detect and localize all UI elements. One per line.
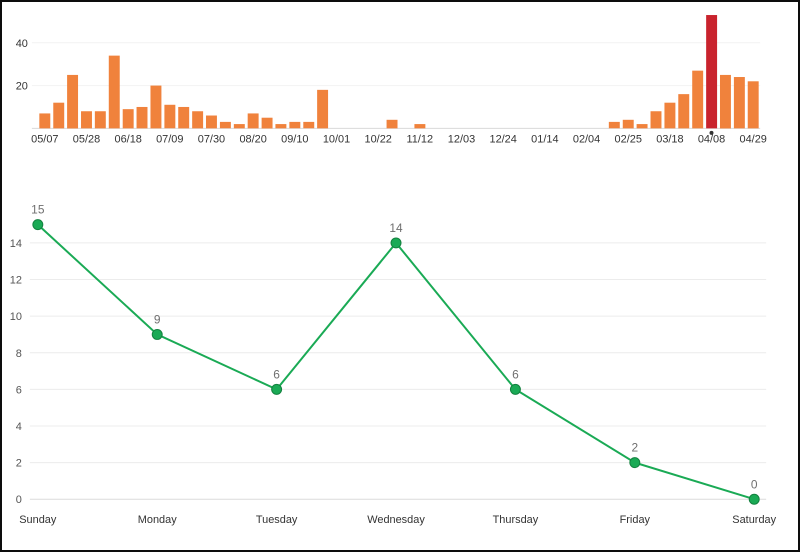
y-axis-tick-label: 12 xyxy=(10,275,22,287)
x-axis-tick-label: 12/24 xyxy=(489,133,516,145)
week-bar[interactable] xyxy=(192,111,204,129)
week-bar[interactable] xyxy=(275,124,287,129)
week-bar[interactable] xyxy=(608,121,620,129)
x-axis-tick-label: 01/14 xyxy=(531,133,558,145)
week-bar[interactable] xyxy=(414,124,426,129)
y-axis-tick-label: 14 xyxy=(10,238,22,250)
weekly-commits-bar-chart: 20 40 05/07 05/28 06/18 07/09 07/30 08/20 09/10 1… xyxy=(2,2,798,149)
week-bar[interactable] xyxy=(692,70,704,129)
week-bar[interactable] xyxy=(164,104,176,129)
x-axis-tick-label: 07/09 xyxy=(156,133,183,145)
week-bar[interactable] xyxy=(178,106,190,129)
x-axis-tick-label: 02/04 xyxy=(573,133,600,145)
data-point-thursday[interactable] xyxy=(509,384,521,396)
weekly-commits-bar-chart-canvas[interactable]: 20 40 05/07 05/28 06/18 07/09 07/30 08/20 09/10 1… xyxy=(2,2,798,149)
y-axis-tick-label: 10 xyxy=(10,311,22,323)
x-axis-tick-label: 07/30 xyxy=(198,133,225,145)
x-axis-tick-label: Sunday xyxy=(19,514,57,526)
week-bar[interactable] xyxy=(94,111,106,129)
x-axis-tick-label: Thursday xyxy=(493,514,539,526)
data-point-sunday[interactable] xyxy=(32,219,44,231)
x-axis-tick-label: Monday xyxy=(138,514,177,526)
data-point-saturday[interactable] xyxy=(748,494,760,505)
week-bar[interactable] xyxy=(53,102,65,129)
y-axis-tick-label: 20 xyxy=(16,81,28,93)
x-axis-tick-label: Friday xyxy=(620,514,651,526)
week-bar[interactable] xyxy=(622,119,634,129)
data-point-label: 2 xyxy=(631,441,638,455)
week-bar[interactable] xyxy=(233,124,245,129)
y-axis-tick-label: 0 xyxy=(16,494,22,506)
week-bar[interactable] xyxy=(81,111,92,129)
y-axis-tick-label: 4 xyxy=(16,421,22,433)
data-point-label: 9 xyxy=(154,313,161,327)
x-axis-tick-label: 05/07 xyxy=(31,133,58,145)
week-bar[interactable] xyxy=(386,119,398,129)
selected-week-marker-dot xyxy=(709,130,714,135)
week-bar[interactable] xyxy=(289,121,301,129)
x-axis-tick-label: 12/03 xyxy=(448,133,475,145)
data-point-wednesday[interactable] xyxy=(390,237,402,249)
data-point-label: 6 xyxy=(512,368,519,382)
week-bar[interactable] xyxy=(136,106,148,129)
week-bar[interactable] xyxy=(747,81,759,129)
week-bar[interactable] xyxy=(219,121,231,129)
week-bar[interactable] xyxy=(67,74,79,129)
x-axis-tick-label: Wednesday xyxy=(367,514,425,526)
x-axis-tick-label: 11/12 xyxy=(407,133,434,145)
week-bar[interactable] xyxy=(261,117,273,129)
week-bar[interactable] xyxy=(247,113,259,129)
week-bar[interactable] xyxy=(150,85,162,129)
week-bar[interactable] xyxy=(650,111,662,129)
data-point-label: 6 xyxy=(273,368,280,382)
week-bar[interactable] xyxy=(664,102,676,129)
y-axis-tick-label: 6 xyxy=(16,385,22,397)
y-axis-tick-label: 8 xyxy=(16,348,22,360)
selected-week-bar[interactable] xyxy=(706,15,718,129)
data-point-label: 14 xyxy=(389,221,403,235)
week-bar[interactable] xyxy=(205,115,217,129)
y-axis-tick-label: 2 xyxy=(16,458,22,470)
weekday-commits-line-chart: 0 2 4 6 8 10 12 14 15 9 6 14 6 2 0 Sunday Monday Tuesday W… xyxy=(2,149,798,550)
x-axis-tick-label: Tuesday xyxy=(256,514,298,526)
week-bar[interactable] xyxy=(122,109,134,129)
week-bar[interactable] xyxy=(317,89,329,129)
x-axis-tick-label: 04/29 xyxy=(740,133,767,145)
x-axis-tick-label: 10/01 xyxy=(323,133,350,145)
week-bar[interactable] xyxy=(39,113,51,129)
x-axis-tick-label: 06/18 xyxy=(114,133,141,145)
data-point-friday[interactable] xyxy=(629,457,641,469)
weekday-line-series xyxy=(37,224,755,501)
x-axis-tick-label: 05/28 xyxy=(73,133,100,145)
data-point-tuesday[interactable] xyxy=(271,384,283,396)
x-axis-tick-label: 04/08 xyxy=(698,133,725,145)
x-axis-tick-label: 03/18 xyxy=(656,133,683,145)
x-axis-tick-label: 08/20 xyxy=(239,133,266,145)
data-point-label: 0 xyxy=(751,478,758,492)
week-bar[interactable] xyxy=(303,121,315,129)
x-axis-tick-label: 02/25 xyxy=(615,133,642,145)
x-axis-tick-label: 09/10 xyxy=(281,133,308,145)
x-axis-tick-label: 10/22 xyxy=(365,133,392,145)
week-bar[interactable] xyxy=(733,77,745,129)
week-bar[interactable] xyxy=(719,74,731,129)
data-point-monday[interactable] xyxy=(151,329,163,341)
week-bar[interactable] xyxy=(108,55,120,129)
week-bar[interactable] xyxy=(678,94,690,129)
week-bar[interactable] xyxy=(636,124,648,129)
y-axis-tick-label: 40 xyxy=(16,38,28,50)
x-axis-tick-label: Saturday xyxy=(732,514,776,526)
data-point-label: 15 xyxy=(31,203,45,217)
weekday-commits-line-chart-canvas: 0 2 4 6 8 10 12 14 15 9 6 14 6 2 0 Sunday Monday Tuesday W… xyxy=(10,203,777,526)
